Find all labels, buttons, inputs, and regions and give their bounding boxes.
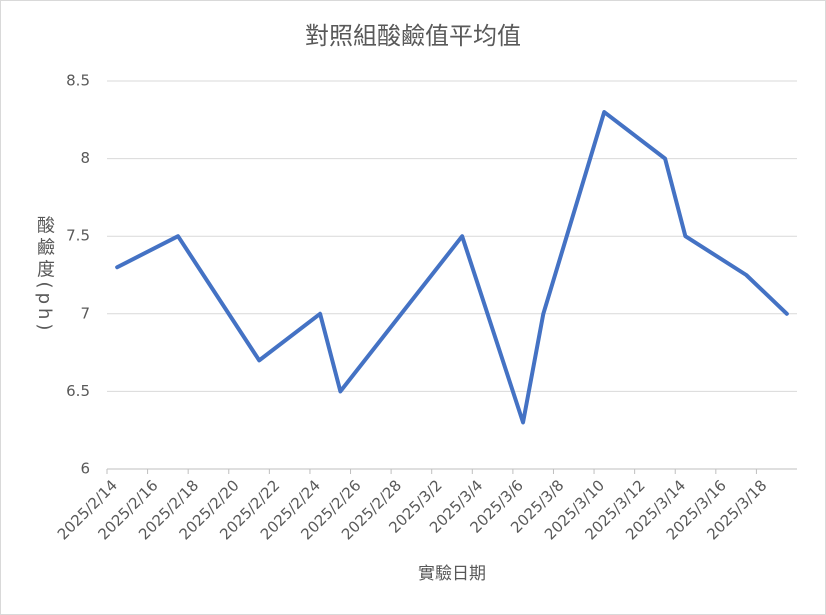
line-series	[115, 110, 789, 425]
y-tick-label: 6.5	[66, 382, 90, 400]
y-tick-label: 6	[80, 460, 90, 478]
y-tick-label: 7	[80, 304, 90, 322]
y-axis-label: 酸鹼度(ph)	[34, 215, 55, 334]
y-tick-label: 8.5	[66, 72, 90, 90]
chart-title: 對照組酸鹼值平均值	[305, 22, 521, 50]
x-axis-label: 實驗日期	[418, 564, 486, 584]
y-tick-label: 7.5	[66, 227, 90, 245]
y-tick-label: 8	[80, 149, 90, 167]
